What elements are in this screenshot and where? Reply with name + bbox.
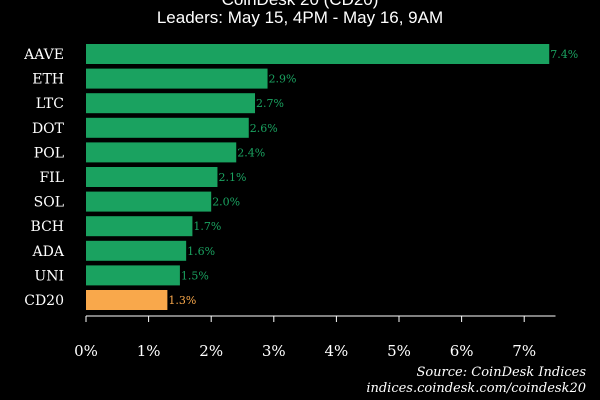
value-label: 2.0% bbox=[212, 196, 240, 209]
bar bbox=[86, 44, 550, 64]
x-tick-label: 4% bbox=[325, 342, 349, 360]
bar bbox=[86, 191, 212, 212]
x-tick-label: 1% bbox=[137, 342, 161, 360]
value-label: 2.6% bbox=[250, 122, 278, 135]
value-label: 7.4% bbox=[550, 48, 578, 61]
category-label: LTC bbox=[36, 96, 64, 112]
value-label: 2.4% bbox=[237, 146, 265, 159]
category-label: ADA bbox=[32, 244, 65, 260]
category-label: POL bbox=[34, 145, 64, 161]
value-label: 1.3% bbox=[168, 294, 196, 307]
value-label: 1.5% bbox=[181, 269, 209, 282]
category-label: CD20 bbox=[24, 293, 64, 309]
x-tick-label: 7% bbox=[512, 342, 536, 360]
bar bbox=[86, 93, 256, 114]
category-label: UNI bbox=[34, 268, 64, 284]
category-label: SOL bbox=[34, 195, 64, 211]
x-tick-label: 5% bbox=[387, 342, 411, 360]
bar bbox=[86, 290, 168, 310]
chart-title: CoinDesk 20 (CD20) bbox=[0, 0, 600, 10]
x-tick-label: 0% bbox=[74, 342, 98, 360]
category-label: FIL bbox=[39, 170, 64, 186]
category-label: BCH bbox=[31, 219, 64, 235]
chart-subtitle: Leaders: May 15, 4PM - May 16, 9AM bbox=[156, 8, 444, 27]
bar bbox=[86, 240, 187, 261]
x-tick-label: 6% bbox=[450, 342, 474, 360]
bar bbox=[86, 117, 249, 138]
value-label: 2.7% bbox=[256, 97, 284, 110]
bar bbox=[86, 68, 268, 89]
category-label: ETH bbox=[32, 72, 64, 88]
value-label: 2.1% bbox=[218, 171, 246, 184]
source-credit: Source: CoinDesk Indices bbox=[416, 365, 586, 380]
category-label: DOT bbox=[32, 121, 65, 137]
bar bbox=[86, 265, 180, 286]
x-tick-label: 2% bbox=[199, 342, 223, 360]
bar bbox=[86, 216, 193, 237]
value-label: 2.9% bbox=[269, 73, 297, 86]
value-label: 1.7% bbox=[193, 220, 221, 233]
x-tick-label: 3% bbox=[262, 342, 286, 360]
value-label: 1.6% bbox=[187, 245, 215, 258]
bar bbox=[86, 167, 218, 187]
source-url: indices.coindesk.com/coindesk20 bbox=[366, 381, 586, 396]
bar bbox=[86, 142, 237, 163]
category-label: AAVE bbox=[23, 47, 64, 63]
